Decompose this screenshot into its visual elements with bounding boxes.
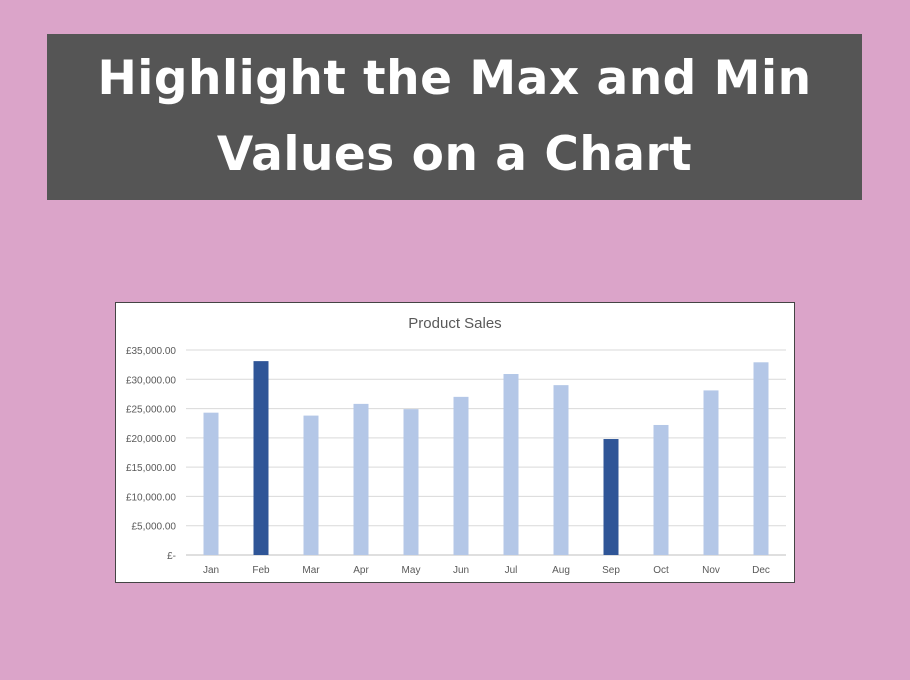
bar — [703, 390, 719, 555]
x-tick-label: Dec — [752, 565, 770, 576]
bar — [753, 362, 769, 555]
bar-highlighted — [603, 439, 619, 555]
x-tick-label: Jul — [505, 565, 518, 576]
x-tick-label: Mar — [302, 565, 320, 576]
bar — [653, 424, 669, 555]
banner-title-line-2: Values on a Chart — [216, 127, 693, 182]
y-tick-label: £5,000.00 — [132, 522, 177, 533]
bar — [453, 396, 469, 555]
bar-chart: £- £5,000.00 £10,000.00 £15,000.00 £20,000.0… — [126, 346, 786, 576]
chart-title: Product Sales — [408, 315, 502, 332]
y-tick-label: £25,000.00 — [126, 405, 176, 416]
title-banner: Highlight the Max and Min Values on a Ch… — [47, 34, 862, 200]
x-tick-label: Oct — [653, 565, 669, 576]
banner-title-line-1: Highlight the Max and Min — [97, 51, 812, 106]
bar — [503, 374, 519, 555]
chart-container: Product Sales £- £5,000.00 £10,000.00 £15,0… — [115, 302, 795, 583]
y-tick-label: £10,000.00 — [126, 492, 176, 503]
x-tick-label: Jun — [453, 565, 469, 576]
bar — [353, 403, 369, 555]
y-tick-label: £20,000.00 — [126, 434, 176, 445]
x-tick-label: Aug — [552, 565, 570, 576]
y-tick-label: £- — [167, 551, 176, 562]
x-tick-label: Feb — [252, 565, 270, 576]
y-tick-label: £30,000.00 — [126, 375, 176, 386]
bar — [203, 412, 219, 555]
y-tick-label: £15,000.00 — [126, 463, 176, 474]
x-tick-label: Jan — [203, 565, 219, 576]
y-tick-label: £35,000.00 — [126, 346, 176, 357]
bar — [553, 385, 569, 555]
bar — [303, 415, 319, 555]
x-tick-label: Apr — [353, 565, 369, 576]
bar — [403, 409, 419, 555]
bar-highlighted — [253, 361, 269, 555]
x-tick-label: Nov — [702, 565, 720, 576]
x-tick-label: May — [402, 565, 421, 576]
x-tick-label: Sep — [602, 565, 620, 576]
